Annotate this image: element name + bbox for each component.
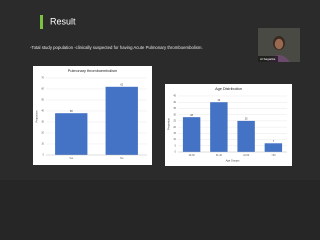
y-tick-label: 10 bbox=[41, 143, 44, 146]
bar bbox=[55, 113, 88, 155]
y-tick-label: 70 bbox=[41, 77, 44, 80]
y-tick-label: 30 bbox=[173, 113, 176, 116]
x-tick-label: 31-40 bbox=[216, 154, 223, 157]
x-tick-label: No bbox=[120, 157, 124, 160]
y-tick-label: 40 bbox=[173, 101, 176, 104]
page: Result -Total study population -clinical… bbox=[30, 15, 300, 166]
y-tick-label: 25 bbox=[173, 120, 176, 123]
slide-title: Result bbox=[50, 16, 76, 26]
slide: Result -Total study population -clinical… bbox=[30, 15, 300, 166]
title-accent bbox=[40, 15, 43, 29]
data-label: 25 bbox=[245, 118, 248, 121]
data-label: 7 bbox=[273, 140, 275, 143]
y-axis-title: Proportion bbox=[35, 110, 39, 123]
chart-title: Pulmonary thromboembolism bbox=[68, 69, 117, 73]
x-tick-label: 41-50 bbox=[243, 154, 250, 157]
data-label: 40 bbox=[218, 99, 221, 102]
x-tick-label: Yes bbox=[69, 157, 74, 160]
y-tick-label: 50 bbox=[41, 99, 44, 102]
bar bbox=[210, 102, 228, 152]
x-axis-title: Age Groups bbox=[226, 159, 241, 163]
data-label: 38 bbox=[70, 110, 73, 113]
chart: Pulmonary thromboembolism 0 10 20 30 40 50 60 70… bbox=[33, 66, 152, 165]
y-tick-label: 10 bbox=[173, 138, 176, 141]
data-label: 62 bbox=[120, 83, 123, 86]
y-tick-label: 15 bbox=[173, 132, 176, 135]
webcam-face bbox=[274, 38, 284, 50]
chart-title: Age Distribution bbox=[215, 87, 242, 91]
y-tick-label: 0 bbox=[175, 151, 177, 154]
data-label: 28 bbox=[190, 114, 193, 117]
bar bbox=[264, 143, 283, 152]
presenter-name: Al Sagarika bbox=[260, 57, 276, 61]
y-tick-label: 35 bbox=[173, 107, 176, 110]
y-tick-label: 60 bbox=[41, 88, 44, 91]
y-tick-label: 45 bbox=[173, 95, 176, 98]
x-tick-label: 20-30 bbox=[189, 154, 196, 157]
y-tick-label: 40 bbox=[41, 110, 44, 113]
y-tick-label: 0 bbox=[43, 154, 45, 157]
y-axis-title: Proportion bbox=[167, 117, 171, 130]
bar bbox=[182, 117, 201, 152]
y-tick-label: 20 bbox=[41, 132, 44, 135]
y-tick-label: 5 bbox=[175, 144, 177, 147]
chart: Age Distribution 0 5 10 15 20 25 30 35 40 45 Propor… bbox=[165, 84, 292, 166]
x-tick-label: >50 bbox=[271, 154, 276, 157]
bar bbox=[237, 120, 255, 152]
name-tag bbox=[258, 56, 278, 62]
bar bbox=[105, 86, 138, 155]
slide-subtitle: -Total study population -clinically susp… bbox=[30, 45, 203, 50]
webcam: Al Sagarika bbox=[258, 28, 300, 62]
y-tick-label: 20 bbox=[173, 126, 176, 129]
y-tick-label: 30 bbox=[41, 121, 44, 124]
